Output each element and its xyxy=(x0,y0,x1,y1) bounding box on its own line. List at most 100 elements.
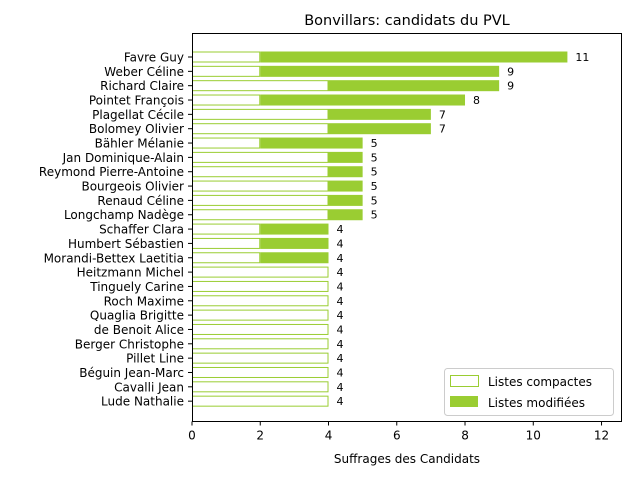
bar-value-label: 9 xyxy=(507,65,514,78)
y-tick-label: Richard Claire xyxy=(100,79,184,93)
bar-compactes xyxy=(192,252,261,264)
bar-compactes xyxy=(192,381,329,393)
bar-modifiees xyxy=(260,65,500,77)
bar-value-label: 4 xyxy=(337,280,344,293)
y-tick-label: Quaglia Brigitte xyxy=(90,309,184,323)
y-tick-label: de Benoit Alice xyxy=(94,323,184,337)
legend-swatch-modifiees xyxy=(450,396,478,407)
bar-value-label: 9 xyxy=(507,80,514,93)
bar-value-label: 5 xyxy=(371,194,378,207)
bar-compactes xyxy=(192,323,329,335)
plot-frame xyxy=(192,33,622,422)
y-tick-label: Plagellat Cécile xyxy=(92,108,184,122)
y-tick-label: Schaffer Clara xyxy=(99,223,184,237)
bar-value-label: 5 xyxy=(371,180,378,193)
x-tick-label: 8 xyxy=(461,429,469,443)
bar-modifiees xyxy=(260,137,363,149)
y-tick-label: Bolomey Olivier xyxy=(89,122,184,136)
x-axis-label: Suffrages des Candidats xyxy=(334,452,480,466)
y-tick-label: Favre Guy xyxy=(124,51,184,65)
bar-value-label: 11 xyxy=(575,51,589,64)
x-tick-label: 4 xyxy=(325,429,333,443)
legend-label-modifiees: Listes modifiées xyxy=(488,396,585,410)
bar-value-label: 4 xyxy=(337,366,344,379)
bar-value-label: 5 xyxy=(371,151,378,164)
bar-value-label: 5 xyxy=(371,166,378,179)
bar-value-label: 4 xyxy=(337,252,344,265)
bar-value-label: 4 xyxy=(337,395,344,408)
y-tick-label: Morandi-Bettex Laetitia xyxy=(44,251,184,265)
x-tick-label: 6 xyxy=(393,429,401,443)
bar-compactes xyxy=(192,151,329,163)
bar-compactes xyxy=(192,108,329,120)
bar-modifiees xyxy=(328,209,363,221)
y-tick-label: Tinguely Carine xyxy=(89,280,184,294)
bar-modifiees xyxy=(328,108,431,120)
bar-compactes xyxy=(192,137,261,149)
bar-value-label: 7 xyxy=(439,123,446,136)
y-tick-label: Berger Christophe xyxy=(75,337,184,351)
y-tick-label: Béguin Jean-Marc xyxy=(79,366,184,380)
y-tick-label: Pillet Line xyxy=(126,352,184,366)
bar-value-label: 5 xyxy=(371,137,378,150)
legend-label-compactes: Listes compactes xyxy=(488,375,592,389)
y-tick-label: Jan Dominique-Alain xyxy=(62,151,184,165)
bar-compactes xyxy=(192,338,329,350)
bar-compactes xyxy=(192,366,329,378)
bar-compactes xyxy=(192,352,329,364)
legend: Listes compactes Listes modifiées xyxy=(444,368,614,416)
bar-compactes xyxy=(192,51,261,63)
x-tick-label: 2 xyxy=(256,429,264,443)
bar-compactes xyxy=(192,80,329,92)
y-tick-label: Roch Maxime xyxy=(104,294,184,308)
bar-value-label: 8 xyxy=(473,94,480,107)
y-tick-label: Longchamp Nadège xyxy=(64,208,184,222)
x-axis-ticks: 0 2 4 6 8 10 12 xyxy=(188,421,609,443)
bar-compactes xyxy=(192,94,261,106)
bar-compactes xyxy=(192,123,329,135)
bar-value-label: 4 xyxy=(337,338,344,351)
y-tick-label: Bähler Mélanie xyxy=(95,137,184,151)
y-tick-label: Pointet François xyxy=(89,94,184,108)
bar-compactes xyxy=(192,194,329,206)
legend-frame xyxy=(444,368,614,416)
y-tick-label: Renaud Céline xyxy=(97,194,184,208)
bar-value-label: 4 xyxy=(337,352,344,365)
x-tick-label: 0 xyxy=(188,429,196,443)
bar-modifiees xyxy=(260,94,466,106)
bar-value-label: 4 xyxy=(337,295,344,308)
chart-title: Bonvillars: candidats du PVL xyxy=(304,13,510,29)
bar-modifiees xyxy=(328,166,363,178)
bar-modifiees xyxy=(328,123,431,135)
y-tick-label: Humbert Sébastien xyxy=(68,237,184,251)
bar-modifiees xyxy=(328,194,363,206)
bar-value-label: 4 xyxy=(337,237,344,250)
x-tick-label: 12 xyxy=(594,429,609,443)
bar-compactes xyxy=(192,180,329,192)
y-tick-label: Lude Nathalie xyxy=(101,395,184,409)
y-tick-label: Cavalli Jean xyxy=(114,380,184,394)
y-tick-label: Bourgeois Olivier xyxy=(81,180,184,194)
y-tick-label: Weber Céline xyxy=(104,65,184,79)
bar-compactes xyxy=(192,266,329,278)
bar-modifiees xyxy=(328,180,363,192)
bar-compactes xyxy=(192,223,261,235)
bar-value-label: 4 xyxy=(337,309,344,322)
bar-value-label: 4 xyxy=(337,381,344,394)
bar-modifiees xyxy=(260,51,568,63)
bar-compactes xyxy=(192,237,261,249)
bar-value-label: 5 xyxy=(371,209,378,222)
bar-compactes xyxy=(192,280,329,292)
bar-compactes xyxy=(192,65,261,77)
bar-value-label: 4 xyxy=(337,223,344,236)
bar-modifiees xyxy=(328,151,363,163)
bar-modifiees xyxy=(260,252,329,264)
bar-compactes xyxy=(192,295,329,307)
bar-compactes xyxy=(192,395,329,407)
bar-compactes xyxy=(192,166,329,178)
y-tick-label: Reymond Pierre-Antoine xyxy=(39,165,184,179)
legend-swatch-compactes xyxy=(450,375,479,387)
bar-modifiees xyxy=(260,223,329,235)
